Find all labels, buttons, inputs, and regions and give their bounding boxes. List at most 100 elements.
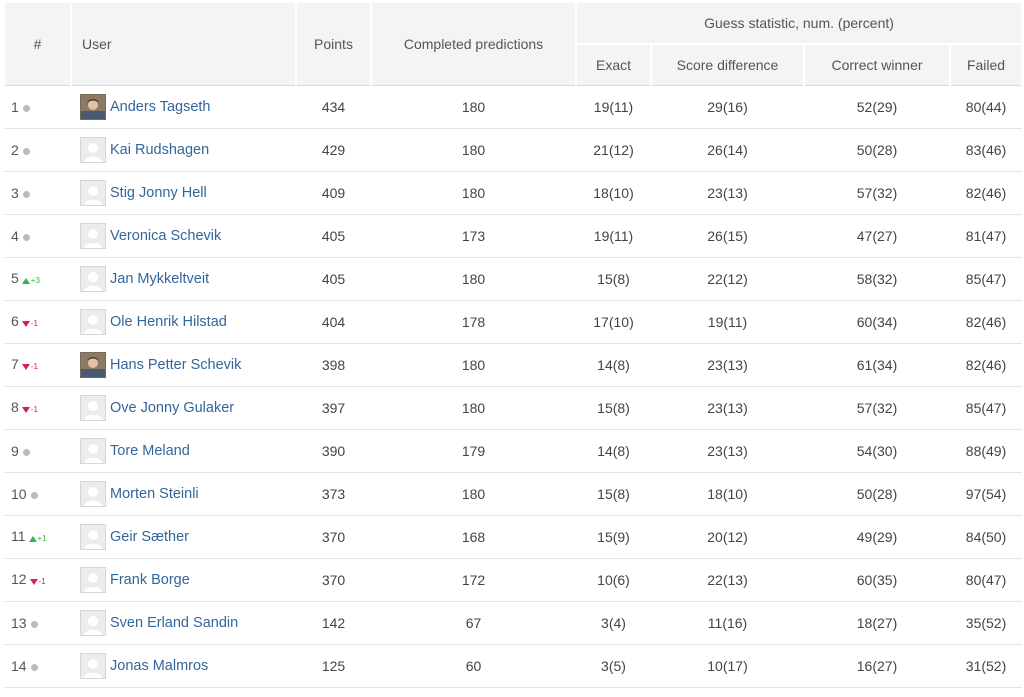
completed-predictions-header[interactable]: Completed predictions [370, 3, 577, 86]
score-difference-cell: 20(12) [651, 515, 804, 559]
user-cell: Ole Henrik Hilstad [71, 300, 296, 344]
points-cell: 405 [296, 257, 371, 301]
points-cell: 397 [296, 386, 371, 430]
exact-cell: 15(8) [576, 386, 651, 430]
exact-cell: 3(5) [576, 644, 651, 688]
rank-up-indicator: +1 [28, 530, 47, 546]
completed-cell: 180 [371, 85, 576, 129]
user-header[interactable]: User [70, 3, 297, 86]
points-cell: 434 [296, 85, 371, 129]
rank-down-indicator: -1 [21, 315, 38, 331]
user-link[interactable]: Tore Meland [110, 443, 190, 459]
rank-cell: 10 [4, 472, 71, 516]
user-link[interactable]: Geir Sæther [110, 529, 189, 545]
score-difference-cell: 22(13) [651, 558, 804, 602]
points-header[interactable]: Points [295, 3, 372, 86]
table-row: 14 Jonas Malmros 125 60 3(5) 10(17) 16(27) 31(5… [4, 644, 1023, 688]
rank-cell: 4 [4, 214, 71, 258]
score-difference-cell: 26(14) [651, 128, 804, 172]
user-link[interactable]: Jan Mykkeltveit [110, 271, 210, 287]
rank-value: 12 [11, 571, 27, 588]
score-difference-cell: 19(11) [651, 300, 804, 344]
avatar[interactable] [80, 223, 106, 249]
failed-cell: 82(46) [950, 343, 1023, 387]
failed-cell: 84(50) [950, 515, 1023, 559]
score-difference-cell: 26(15) [651, 214, 804, 258]
avatar[interactable] [80, 137, 106, 163]
avatar[interactable] [80, 481, 106, 507]
rank-header[interactable]: # [3, 3, 72, 86]
avatar[interactable] [80, 94, 106, 120]
failed-cell: 83(46) [950, 128, 1023, 172]
exact-cell: 15(8) [576, 472, 651, 516]
failed-cell: 85(47) [950, 386, 1023, 430]
rank-value: 7 [11, 356, 19, 373]
points-cell: 390 [296, 429, 371, 473]
avatar[interactable] [80, 352, 106, 378]
user-link[interactable]: Veronica Schevik [110, 228, 222, 244]
user-link[interactable]: Ove Jonny Gulaker [110, 400, 235, 416]
rank-value: 8 [11, 399, 19, 416]
score-difference-cell: 23(13) [651, 171, 804, 215]
failed-cell: 31(52) [950, 644, 1023, 688]
failed-header[interactable]: Failed [948, 43, 1024, 86]
rank-cell: 12 -1 [4, 558, 71, 602]
points-cell: 142 [296, 601, 371, 645]
failed-cell: 97(54) [950, 472, 1023, 516]
table-row: 1 Anders Tagseth 434 180 19(11) 29(16) 52(29) 8… [4, 85, 1023, 129]
user-cell: Ove Jonny Gulaker [71, 386, 296, 430]
rank-cell: 6 -1 [4, 300, 71, 344]
rank-down-indicator: -1 [21, 401, 38, 417]
user-link[interactable]: Hans Petter Schevik [110, 357, 242, 373]
points-cell: 370 [296, 558, 371, 602]
user-link[interactable]: Morten Steinli [110, 486, 199, 502]
user-link[interactable]: Anders Tagseth [110, 99, 211, 115]
arrow-down-icon [21, 320, 30, 327]
avatar[interactable] [80, 610, 106, 636]
user-link[interactable]: Ole Henrik Hilstad [110, 314, 227, 330]
rank-cell: 8 -1 [4, 386, 71, 430]
user-link[interactable]: Stig Jonny Hell [110, 185, 207, 201]
correct-winner-cell: 60(34) [804, 300, 950, 344]
score-difference-cell: 11(16) [651, 601, 804, 645]
completed-cell: 173 [371, 214, 576, 258]
avatar[interactable] [80, 395, 106, 421]
user-cell: Tore Meland [71, 429, 296, 473]
user-link[interactable]: Frank Borge [110, 572, 190, 588]
completed-cell: 67 [371, 601, 576, 645]
arrow-down-icon [29, 578, 38, 585]
rank-value: 5 [11, 270, 19, 287]
avatar[interactable] [80, 438, 106, 464]
failed-cell: 80(47) [950, 558, 1023, 602]
table-row: 8 -1 Ove Jonny Gulaker 397 180 15(8) 23(13) 57(… [4, 386, 1023, 430]
correct-winner-cell: 16(27) [804, 644, 950, 688]
avatar[interactable] [80, 266, 106, 292]
exact-cell: 10(6) [576, 558, 651, 602]
avatar[interactable] [80, 653, 106, 679]
avatar[interactable] [80, 524, 106, 550]
user-cell: Jonas Malmros [71, 644, 296, 688]
user-link[interactable]: Kai Rudshagen [110, 142, 210, 158]
rank-value: 11 [11, 528, 26, 545]
avatar[interactable] [80, 180, 106, 206]
correct-winner-header[interactable]: Correct winner [803, 43, 951, 86]
table-row: 9 Tore Meland 390 179 14(8) 23(13) 54(30) 88(49… [4, 429, 1023, 473]
user-link[interactable]: Sven Erland Sandin [110, 615, 239, 631]
user-cell: Anders Tagseth [71, 85, 296, 129]
correct-winner-cell: 18(27) [804, 601, 950, 645]
table-row: 11 +1 Geir Sæther 370 168 15(9) 20(12) 49(29) 84… [4, 515, 1023, 559]
user-link[interactable]: Jonas Malmros [110, 658, 209, 674]
exact-cell: 17(10) [576, 300, 651, 344]
correct-winner-cell: 50(28) [804, 128, 950, 172]
avatar[interactable] [80, 567, 106, 593]
completed-cell: 60 [371, 644, 576, 688]
score-difference-header[interactable]: Score difference [650, 43, 805, 86]
rank-down-indicator: -1 [29, 573, 46, 589]
no-change-dot-icon [30, 663, 38, 671]
table-row: 10 Morten Steinli 373 180 15(8) 18(10) 50(28) 9… [4, 472, 1023, 516]
avatar[interactable] [80, 309, 106, 335]
exact-header[interactable]: Exact [575, 43, 652, 86]
correct-winner-cell: 52(29) [804, 85, 950, 129]
completed-cell: 180 [371, 386, 576, 430]
failed-cell: 82(46) [950, 171, 1023, 215]
